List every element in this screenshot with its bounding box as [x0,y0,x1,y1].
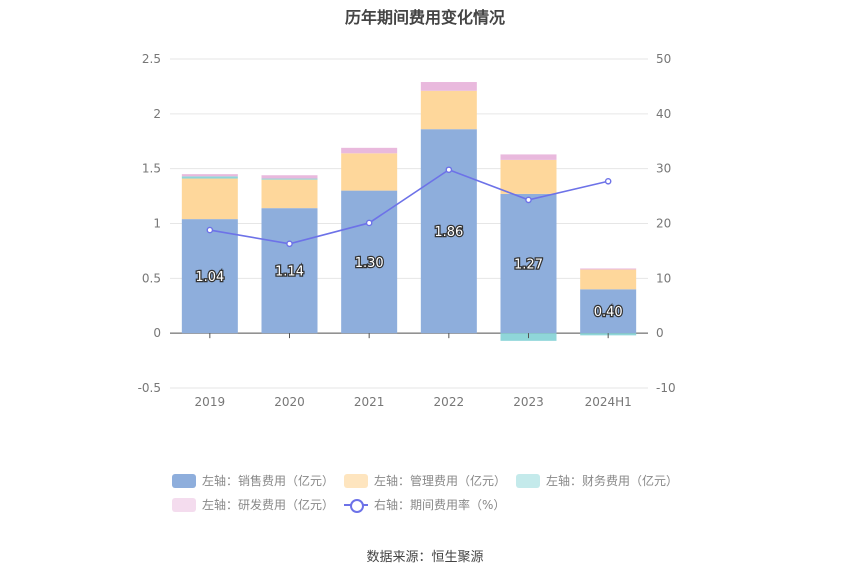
legend-finance-swatch [516,473,540,488]
expense-rate-point [525,196,532,204]
bar-segment [500,154,557,160]
data-label: 1.86 [434,225,463,240]
y-right-tick-label: 40 [656,107,671,121]
data-label: 1.04 [195,270,224,285]
x-tick-label: 2024H1 [585,395,632,409]
y-right-tick-label: 50 [656,52,671,66]
data-source: 数据来源：恒生聚源 [366,550,484,565]
y-right-tick-label: -10 [656,381,676,395]
bar-segment [181,176,238,179]
bar-segment [341,190,398,334]
bar-segment [181,174,238,177]
y-left-tick-label: -0.5 [138,381,161,395]
bar-segment [420,129,477,334]
legend-rd[interactable]: 左轴：研发费用（亿元） [172,496,334,513]
bar-segment [500,159,557,194]
y-right-tick-label: 0 [656,326,664,340]
legend-finance-label: 左轴：财务费用（亿元） [546,474,679,488]
legend-rd-swatch [172,497,196,512]
x-tick-label: 2021 [354,395,385,409]
data-label: 1.27 [514,258,543,273]
x-tick-label: 2023 [513,395,544,409]
y-left-tick-label: 0 [153,326,161,340]
bar-segment [261,208,318,334]
bar-segment [341,153,398,191]
data-label: 0.40 [594,305,623,320]
y-left-tick-label: 1.5 [142,162,161,176]
bar-segment [181,178,238,220]
legend-sales-label: 左轴：销售费用（亿元） [202,474,335,488]
x-tick-label: 2020 [274,395,305,409]
bar-segment [580,289,637,334]
chart-title: 历年期间费用变化情况 [344,8,505,27]
bar-segment [261,175,318,179]
y-left-tick-label: 2 [153,107,161,121]
legend-rd-label: 左轴：研发费用（亿元） [202,498,335,512]
x-tick-label: 2019 [195,395,226,409]
bar-segment [580,269,637,290]
expense-rate-point [445,166,453,174]
expense-rate-point [206,226,214,234]
bar-segment [261,179,318,209]
y-left-tick-label: 2.5 [142,52,161,66]
legend-expense-rate-label: 右轴：期间费用率（%） [374,498,506,512]
legend-sales-swatch [172,473,196,488]
bar-segment [420,90,477,130]
bar-segment [181,219,238,334]
bar-segment [261,178,318,180]
data-label: 1.14 [275,265,304,280]
legend-sales[interactable]: 左轴：销售费用（亿元） [172,472,334,489]
legend-expense-rate[interactable]: 右轴：期间费用率（%） [344,496,505,513]
expense-rate-point [604,177,612,185]
data-label: 1.30 [355,256,384,271]
legend-admin-label: 左轴：管理费用（亿元） [374,474,507,488]
chart-area: 2.5 50 2 40 1.5 30 1 20 0.5 10 0 0 -0.5 -10 2019 2020 20… [138,52,676,409]
x-tick-label: 2022 [434,395,465,409]
expense-rate-point [286,240,293,248]
bar-segment [500,193,557,334]
y-right-tick-label: 10 [656,271,671,285]
legend-admin[interactable]: 左轴：管理费用（亿元） [344,472,506,489]
y-right-tick-label: 20 [656,217,671,231]
y-left-tick-label: 0.5 [142,271,161,285]
expense-rate-line [209,168,609,245]
bar-segment [420,82,477,91]
legend-expense-rate-swatch [344,498,368,513]
y-left-tick-label: 1 [153,217,161,231]
legend-admin-swatch [344,473,368,488]
legend-finance[interactable]: 左轴：财务费用（亿元） [516,472,678,489]
y-right-tick-label: 30 [656,162,671,176]
bar-segment [341,147,398,154]
bar-segment [580,268,637,270]
expense-rate-point [365,219,373,227]
